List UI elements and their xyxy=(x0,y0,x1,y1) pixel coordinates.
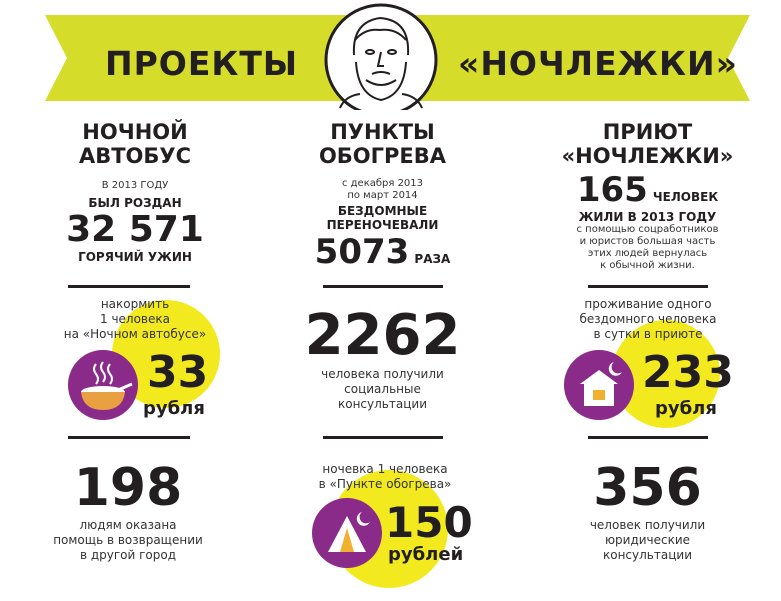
night-bus-year: В 2013 ГОДУ xyxy=(101,180,169,191)
legal-consult-stat: 356 человек получили юридические консуль… xyxy=(555,458,740,563)
shelter-residents-unit: ЧЕЛОВЕК xyxy=(652,190,719,204)
social-consult-number: 2262 xyxy=(304,303,461,368)
shelter-heading-2: «НОЧЛЕЖКИ» xyxy=(561,144,734,168)
return-home-number: 198 xyxy=(73,458,183,518)
night-line-1: ночевка 1 человека xyxy=(322,462,448,476)
night-stay-text: ночевка 1 человека в «Пункте обогрева» xyxy=(295,462,475,492)
feed-line-2: 1 человека xyxy=(100,312,170,326)
divider xyxy=(323,285,443,288)
night-bus-heading-2: АВТОБУС xyxy=(78,144,192,168)
feed-line-3: на «Ночном автобусе» xyxy=(63,327,207,341)
shelter-small-1: с помощью соцработников xyxy=(576,224,719,235)
heating-dates-1: с декабря 2013 xyxy=(341,178,424,189)
night-price-unit: рублей xyxy=(388,544,464,565)
social-line-1: человека получили xyxy=(321,367,444,381)
feed-line-1: накормить xyxy=(100,297,170,311)
portrait-icon xyxy=(339,16,423,109)
shelter-small-4: к обычной жизни. xyxy=(600,260,695,271)
shelter-residents-number: 165 xyxy=(576,170,648,210)
return-line-2: помощь в возвращении xyxy=(53,533,203,547)
heating-bold-2: ПЕРЕНОЧЕВАЛИ xyxy=(326,218,439,232)
legal-line-2: юридические xyxy=(604,533,691,547)
feed-price: 33 xyxy=(147,347,209,398)
social-line-2: социальные xyxy=(344,382,421,396)
divider xyxy=(68,436,190,439)
return-line-3: в другой город xyxy=(79,548,177,562)
feed-text: накормить 1 человека на «Ночном автобусе… xyxy=(40,297,230,342)
night-bus-section: НОЧНОЙ АВТОБУС В 2013 ГОДУ БЫЛ РОЗДАН 32… xyxy=(35,120,235,264)
house-moon-icon xyxy=(580,362,622,406)
night-bus-meals-number: 32 571 xyxy=(66,209,204,250)
legal-consult-number: 356 xyxy=(593,458,702,518)
portrait-circle xyxy=(324,3,438,110)
heating-nights-unit: РАЗА xyxy=(414,252,451,266)
header-banner xyxy=(45,3,750,110)
heating-dates-2: по март 2014 xyxy=(347,190,418,201)
social-line-3: консультации xyxy=(338,397,427,411)
stay-text: проживание одного бездомного человека в … xyxy=(558,297,738,342)
divider xyxy=(588,285,708,288)
stay-line-3: в сутки в приюте xyxy=(593,327,703,341)
heating-heading-2: ОБОГРЕВА xyxy=(318,144,447,168)
night-bus-heading-1: НОЧНОЙ xyxy=(82,120,188,144)
divider xyxy=(68,285,190,288)
feed-price-unit: рубля xyxy=(143,398,205,419)
legal-line-3: консультации xyxy=(603,548,692,562)
divider xyxy=(588,436,708,439)
stay-line-2: бездомного человека xyxy=(579,312,717,326)
night-bus-served: БЫЛ РОЗДАН xyxy=(88,196,182,210)
stay-line-1: проживание одного xyxy=(584,297,712,311)
night-price: 150 xyxy=(385,498,473,547)
stay-price: 233 xyxy=(642,347,734,398)
legal-line-1: человек получили xyxy=(589,518,706,532)
shelter-small-2: и юристов большая часть xyxy=(579,236,716,247)
return-line-1: людям оказана xyxy=(79,518,177,532)
shelter-small-3: этих людей вернулась xyxy=(587,248,708,259)
shelter-lived: ЖИЛИ В 2013 ГОДУ xyxy=(578,210,717,224)
heating-nights-number: 5073 xyxy=(314,232,410,272)
shelter-section: ПРИЮТ «НОЧЛЕЖКИ» 165 ЧЕЛОВЕК ЖИЛИ В 2013… xyxy=(555,120,740,272)
banner-title-right: «НОЧЛЕЖКИ» xyxy=(458,44,738,83)
night-line-2: в «Пункте обогрева» xyxy=(318,477,452,491)
banner-title-left: ПРОЕКТЫ xyxy=(105,44,299,83)
divider xyxy=(323,436,443,439)
tent-moon-icon xyxy=(328,512,370,552)
night-bus-meals-caption: ГОРЯЧИЙ УЖИН xyxy=(78,250,192,264)
return-home-stat: 198 людям оказана помощь в возвращении в… xyxy=(28,458,228,563)
heating-heading-1: ПУНКТЫ xyxy=(330,120,435,144)
heating-bold-1: БЕЗДОМНЫЕ xyxy=(337,204,428,218)
social-consult-stat: 2262 человека получили социальные консул… xyxy=(285,305,480,412)
soup-bowl-icon xyxy=(81,361,133,410)
shelter-heading-1: ПРИЮТ xyxy=(602,120,693,144)
stay-price-unit: рубля xyxy=(655,398,717,419)
heating-points-section: ПУНКТЫ ОБОГРЕВА с декабря 2013 по март 2… xyxy=(285,120,480,272)
